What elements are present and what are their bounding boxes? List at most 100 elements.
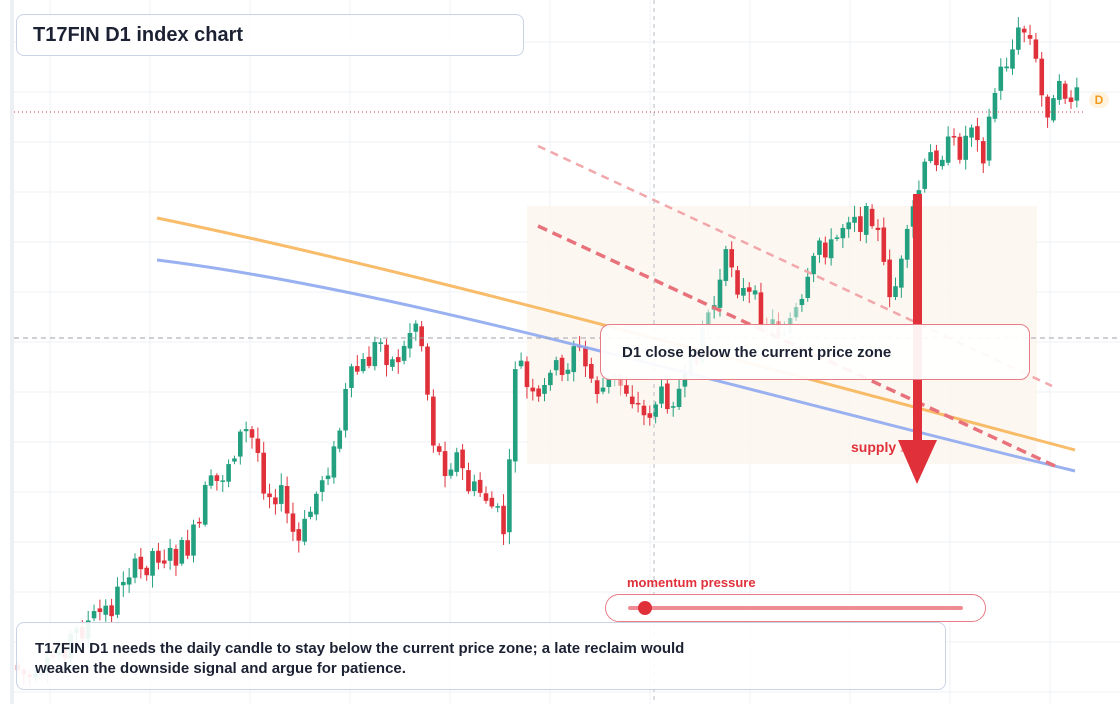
candle-body	[752, 290, 758, 295]
candle-body	[998, 66, 1004, 91]
candle-body	[284, 486, 290, 514]
candle-body	[793, 307, 799, 318]
candle-body	[378, 342, 383, 344]
candle-body	[167, 547, 173, 561]
candle-body	[1021, 28, 1027, 33]
analysis-note: T17FIN D1 needs the daily candle to stay…	[16, 622, 946, 690]
down-arrow-icon	[898, 194, 937, 484]
candle-body	[290, 513, 296, 532]
candle-body	[512, 369, 518, 462]
candle-body	[448, 469, 454, 476]
candle-body	[319, 480, 325, 492]
momentum-track	[628, 606, 963, 610]
candle-body	[670, 406, 676, 408]
candle-body	[746, 287, 752, 292]
candle-body	[1062, 83, 1068, 99]
arrow-shaft	[913, 194, 922, 446]
candle-body	[904, 228, 910, 260]
candle-body	[1033, 39, 1039, 59]
candle-body	[302, 518, 307, 542]
candle-body	[226, 464, 231, 482]
candle-body	[442, 451, 448, 477]
candle-body	[489, 497, 495, 507]
candle-body	[355, 366, 360, 372]
candle-body	[495, 506, 500, 508]
candle-body	[676, 388, 682, 408]
candle-body	[431, 396, 436, 446]
candle-body	[729, 249, 734, 268]
candle-body	[267, 493, 272, 498]
momentum-label: momentum pressure	[627, 575, 756, 590]
candle-body	[278, 485, 284, 504]
candle-body	[863, 206, 869, 235]
candle-body	[161, 560, 167, 564]
candle-body	[132, 558, 138, 578]
candle-body	[314, 493, 319, 515]
candle-body	[308, 511, 313, 518]
title-box: T17FIN D1 index chart	[16, 14, 524, 56]
channel-line-upper	[537, 144, 1053, 388]
candle-body	[635, 402, 641, 405]
supply-zone-label-text: supply	[851, 439, 901, 455]
candle-body	[624, 385, 629, 394]
candle-body	[413, 323, 419, 332]
arrow-head	[898, 440, 937, 484]
candle-body	[185, 540, 190, 556]
candle-body	[1074, 87, 1080, 101]
supply-zone-label: supply zone	[851, 439, 932, 455]
candle-body	[963, 135, 968, 160]
candle-body	[255, 438, 261, 453]
callout-text: D1 close below the current price zone	[622, 343, 892, 361]
candle-body	[893, 286, 898, 297]
candle-body	[741, 287, 746, 296]
candle-body	[97, 608, 103, 613]
candle-body	[887, 259, 892, 298]
candle-body	[507, 459, 512, 533]
candle-body	[992, 92, 998, 119]
candle-body	[1027, 35, 1033, 39]
candle-body	[273, 497, 278, 505]
candle-body	[945, 136, 951, 163]
candle-body	[454, 452, 460, 472]
candle-body	[191, 524, 196, 556]
candle-body	[343, 388, 348, 431]
candle-body	[1068, 97, 1074, 102]
candle-body	[261, 452, 266, 494]
candle-body	[232, 458, 237, 462]
candle-body	[629, 396, 635, 405]
candle-body	[653, 404, 658, 417]
candle-body	[419, 326, 424, 347]
candle-body	[126, 577, 132, 585]
candle-body	[846, 222, 851, 230]
candle-body	[565, 369, 571, 374]
candle-body	[115, 586, 120, 615]
candle-body	[665, 383, 670, 410]
candle-body	[103, 605, 109, 615]
candle-body	[922, 161, 928, 189]
candle-body	[144, 567, 149, 576]
candle-body	[1051, 98, 1056, 121]
candle-body	[173, 548, 179, 566]
candle-body	[530, 387, 536, 392]
candle-body	[548, 372, 553, 386]
candle-body	[881, 227, 887, 262]
price-badge[interactable]: D	[1089, 92, 1109, 108]
candle-body	[197, 521, 202, 524]
candle-body	[875, 227, 881, 230]
candle-body	[969, 127, 974, 138]
candle-body	[524, 361, 530, 388]
candle-body	[647, 413, 653, 418]
candle-body	[799, 298, 805, 306]
candle-body	[477, 479, 483, 493]
candle-body	[1039, 58, 1045, 96]
candle-body	[1045, 96, 1050, 118]
candle-body	[425, 346, 430, 395]
candle-body	[1057, 80, 1062, 100]
momentum-slider[interactable]	[605, 594, 986, 622]
candle-body	[472, 481, 477, 492]
candle-body	[249, 429, 255, 438]
candle-series	[15, 17, 1080, 687]
candle-body	[1016, 27, 1021, 50]
candle-body	[594, 380, 600, 395]
momentum-knob[interactable]	[637, 601, 652, 615]
